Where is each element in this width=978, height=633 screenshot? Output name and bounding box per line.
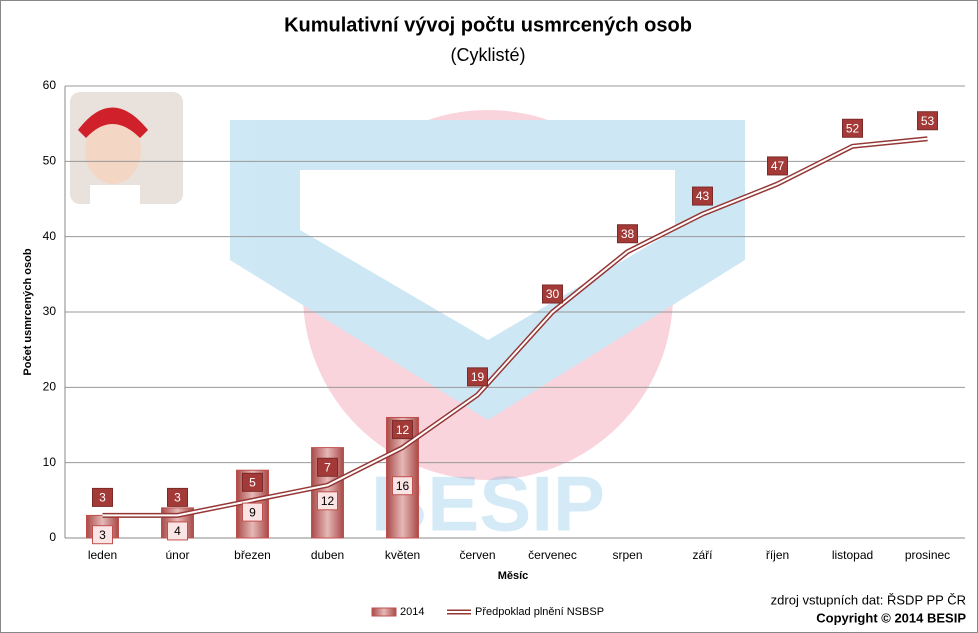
value-label-box (767, 156, 788, 176)
value-label: 3 (99, 491, 106, 505)
value-label-box (242, 472, 263, 492)
source: zdroj vstupních dat: ŘSDP PP ČR (771, 592, 966, 607)
value-label-box (392, 420, 413, 440)
value-label: 9 (249, 505, 256, 519)
x-tick-label: červen (459, 548, 495, 562)
line-inner (102, 137, 928, 517)
value-label: 7 (324, 460, 331, 474)
value-label-box (842, 118, 863, 138)
value-label-box (317, 491, 338, 511)
y-tick-label: 10 (43, 455, 57, 469)
y-tick-label: 50 (43, 154, 57, 168)
value-label: 52 (846, 121, 860, 135)
value-label: 47 (771, 159, 785, 173)
y-tick-label: 0 (49, 530, 56, 544)
y-tick-label: 20 (43, 380, 57, 394)
value-label: 16 (396, 479, 410, 493)
y-tick-label: 60 (43, 78, 57, 92)
value-label: 53 (921, 114, 935, 128)
copyright: Copyright © 2014 BESIP (816, 610, 966, 625)
x-tick-label: únor (165, 548, 189, 562)
value-label: 5 (249, 476, 256, 490)
legend-swatch (371, 607, 397, 617)
x-tick-label: duben (311, 548, 344, 562)
x-tick-label: červenec (528, 548, 577, 562)
value-label-box (92, 487, 113, 507)
x-tick-label: srpen (612, 548, 642, 562)
value-label-box (692, 186, 713, 206)
value-label-box (467, 367, 488, 387)
value-label-box (542, 284, 563, 304)
value-label-box (392, 476, 413, 496)
value-label-box (92, 525, 113, 545)
value-label: 12 (321, 494, 335, 508)
value-label-box (167, 521, 188, 541)
x-tick-label: březen (234, 548, 271, 562)
y-tick-label: 30 (43, 304, 57, 318)
chart-subtitle: (Cyklisté) (451, 45, 526, 65)
x-axis-label: Měsíc (498, 570, 529, 582)
x-tick-label: květen (385, 548, 420, 562)
value-label-box (917, 111, 938, 131)
value-label: 38 (621, 227, 635, 241)
value-label: 3 (99, 528, 106, 542)
value-label: 30 (546, 287, 560, 301)
value-label-box (242, 502, 263, 522)
value-label-box (317, 457, 338, 477)
value-label-box (167, 487, 188, 507)
legend-label: Předpoklad plnění NSBSP (475, 606, 604, 618)
value-label-box (617, 224, 638, 244)
y-axis-label: Počet usmrcených osob (22, 248, 34, 375)
value-label: 43 (696, 189, 710, 203)
x-tick-label: listopad (832, 548, 873, 562)
photo (70, 92, 183, 204)
x-tick-label: říjen (766, 548, 789, 562)
value-label: 3 (174, 491, 181, 505)
value-label: 19 (471, 370, 485, 384)
x-tick-label: září (692, 548, 713, 562)
x-tick-label: prosinec (905, 548, 950, 562)
legend-label: 2014 (400, 606, 424, 618)
value-label: 4 (174, 524, 181, 538)
value-label: 12 (396, 423, 410, 437)
x-tick-label: leden (88, 548, 117, 562)
chart-title: Kumulativní vývoj počtu usmrcených osob (284, 14, 692, 36)
y-tick-label: 40 (43, 229, 57, 243)
